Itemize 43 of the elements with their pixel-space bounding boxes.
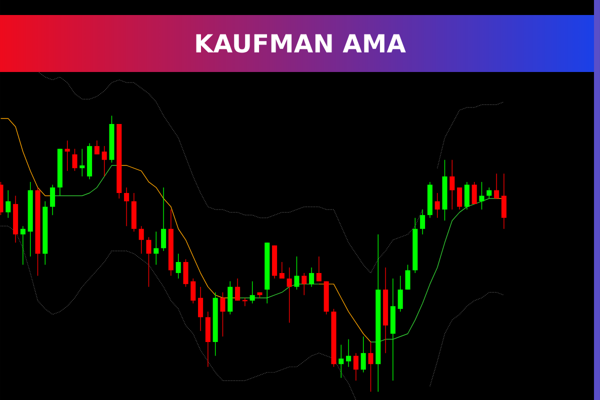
candlestick	[250, 280, 255, 304]
candlestick	[154, 231, 159, 266]
candlestick	[80, 148, 85, 177]
candlestick	[450, 160, 455, 210]
candlestick	[309, 267, 314, 288]
candlestick	[146, 236, 152, 288]
candlestick	[161, 187, 166, 252]
candlestick	[368, 342, 374, 392]
candlestick	[286, 267, 292, 324]
candlestick	[190, 278, 196, 304]
candlestick	[338, 344, 344, 378]
chart-title: KAUFMAN AMA	[196, 34, 406, 53]
candlestick	[434, 192, 440, 218]
candlestick	[50, 184, 56, 216]
candlestick	[360, 336, 366, 373]
candlestick	[20, 226, 26, 266]
candlestick	[6, 190, 11, 218]
candlestick	[235, 278, 240, 301]
candlestick	[464, 182, 470, 210]
candlestick	[346, 338, 352, 368]
candlestick	[316, 256, 322, 282]
candlestick	[457, 187, 462, 210]
candlestick	[183, 258, 188, 288]
candlestick	[198, 286, 204, 332]
candlestick	[486, 187, 492, 199]
candlestick	[405, 264, 410, 290]
candlestick	[279, 262, 284, 279]
candlestick	[302, 272, 307, 296]
candlestick	[398, 275, 403, 312]
candlestick	[294, 256, 300, 290]
candlestick	[420, 209, 426, 235]
candlestick	[494, 173, 500, 199]
candlestick	[72, 148, 78, 172]
candlestick	[94, 140, 100, 155]
candlestick	[472, 182, 477, 204]
candlestick	[501, 173, 506, 230]
candlestick	[176, 253, 181, 279]
candlestick	[124, 187, 130, 226]
candlestick	[102, 146, 107, 177]
candlestick	[138, 226, 144, 254]
candlestick	[353, 352, 358, 382]
candlestick	[220, 292, 226, 337]
candlestick	[479, 182, 484, 210]
